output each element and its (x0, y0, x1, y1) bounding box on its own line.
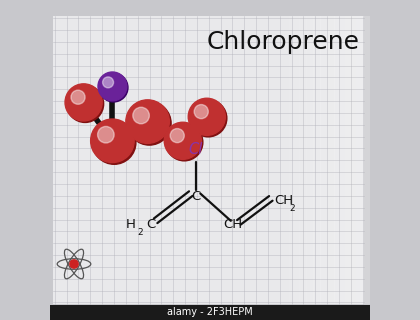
Bar (338, 16, 342, 304)
Bar (341, 16, 345, 304)
Bar (310, 16, 314, 304)
Bar (285, 16, 289, 304)
Circle shape (71, 90, 85, 104)
Bar (313, 16, 317, 304)
Bar (275, 16, 278, 304)
Circle shape (190, 100, 227, 137)
Circle shape (99, 73, 128, 102)
Circle shape (102, 77, 113, 88)
Bar (370, 16, 373, 304)
Text: 2: 2 (137, 228, 143, 237)
Bar (349, 16, 352, 304)
Circle shape (188, 98, 226, 135)
Bar (268, 16, 271, 304)
Bar (296, 16, 299, 304)
FancyBboxPatch shape (53, 16, 364, 304)
Bar (345, 16, 349, 304)
Bar (366, 16, 370, 304)
Bar (299, 16, 303, 304)
Text: Chloroprene: Chloroprene (207, 30, 360, 53)
Text: 2: 2 (289, 204, 295, 213)
Text: H: H (126, 218, 136, 230)
Bar (356, 16, 360, 304)
Bar (328, 16, 331, 304)
Circle shape (65, 84, 102, 121)
Bar (324, 16, 328, 304)
Circle shape (166, 124, 203, 161)
Bar (289, 16, 293, 304)
Circle shape (194, 105, 208, 119)
Bar (320, 16, 324, 304)
Text: Cl: Cl (189, 142, 203, 157)
Bar (317, 16, 321, 304)
Bar (278, 16, 282, 304)
Circle shape (66, 85, 104, 123)
Circle shape (97, 126, 114, 143)
Bar (352, 16, 356, 304)
Bar (306, 16, 310, 304)
Circle shape (91, 119, 134, 163)
Bar (359, 16, 363, 304)
Text: C: C (146, 218, 155, 230)
Circle shape (170, 129, 184, 143)
Circle shape (126, 100, 169, 143)
Bar (303, 16, 307, 304)
Bar (292, 16, 296, 304)
Text: CH: CH (223, 218, 242, 230)
Bar (362, 16, 367, 304)
Circle shape (128, 101, 171, 145)
Text: CH: CH (274, 194, 293, 206)
Circle shape (70, 260, 78, 268)
Text: alamy - 2F3HEPM: alamy - 2F3HEPM (167, 307, 253, 317)
Bar (331, 16, 335, 304)
Circle shape (98, 72, 127, 101)
Text: C: C (191, 190, 200, 203)
Circle shape (92, 121, 136, 164)
Circle shape (133, 107, 150, 124)
Bar (50, 305, 370, 320)
Bar (282, 16, 286, 304)
Circle shape (164, 122, 201, 159)
Bar (271, 16, 275, 304)
Bar (334, 16, 339, 304)
